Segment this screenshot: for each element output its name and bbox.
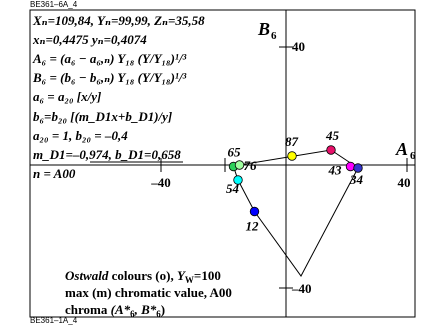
point-label-43: 43 <box>328 163 343 178</box>
tick-label-y-pos: 40 <box>292 39 305 54</box>
point-label-76: 76 <box>244 158 258 173</box>
a-axis-label: A <box>395 139 408 159</box>
point-label-87: 87 <box>285 134 299 149</box>
legend: Ostwald colours (o), YW=100 max (m) chro… <box>65 268 232 319</box>
header-code: BE361–6A_4 <box>30 0 78 9</box>
point-label-54: 54 <box>226 181 240 196</box>
footer-code: BE361–1A_4 <box>30 316 78 325</box>
b-axis-label: B <box>257 19 270 39</box>
formula-line-1: Xₙ=109,84, Yₙ=99,99, Zₙ=35,58 <box>32 13 205 28</box>
formula-line-6: b₆=b₂₀ [(m_D1x+b_D1)/y] <box>33 109 172 124</box>
legend-line-1: Ostwald colours (o), YW=100 <box>65 268 221 285</box>
tick-label-y-neg: –40 <box>291 281 312 296</box>
formula-line-7: a₂₀ = 1, b₂₀ = –0,4 <box>33 128 128 143</box>
formula-line-9: n = A00 <box>33 166 76 181</box>
formula-line-5: a₆ = a₂₀ [x/y] <box>33 89 101 104</box>
a-axis-sub: 6 <box>410 150 416 162</box>
point-34 <box>353 163 363 173</box>
formula-line-3: A₆ = (a₆ − a₆,ₙ) Y₁₈ (Y/Y₁₈)¹/³ <box>32 51 187 66</box>
point-label-45: 45 <box>325 128 340 143</box>
point-45 <box>326 145 336 155</box>
point-54 <box>233 175 243 185</box>
point-43 <box>345 161 356 172</box>
point-76 <box>234 160 245 170</box>
point-12 <box>249 206 260 217</box>
point-label-65: 65 <box>228 145 242 160</box>
formula-line-2: xₙ=0,4475 yₙ=0,4074 <box>32 32 147 47</box>
formula-line-4: B₆ = (b₆ − b₆,ₙ) Y₁₈ (Y/Y₁₈)¹/³ <box>32 70 187 85</box>
point-87 <box>287 151 297 161</box>
legend-line-2: max (m) chromatic value, A00 <box>65 285 232 300</box>
formula-line-8: m_D1=–0,974, b_D1=0,658 <box>33 147 181 162</box>
tick-label-x-pos: 40 <box>398 175 411 190</box>
point-label-34: 34 <box>349 172 364 187</box>
b-axis-sub: 6 <box>271 30 277 42</box>
formula-block: Xₙ=109,84, Yₙ=99,99, Zₙ=35,58 xₙ=0,4475 … <box>32 13 205 181</box>
tick-label-x-neg: –40 <box>150 175 171 190</box>
legend-line-3: chroma (A*6, B*6) <box>65 302 165 319</box>
point-label-12: 12 <box>246 219 260 234</box>
